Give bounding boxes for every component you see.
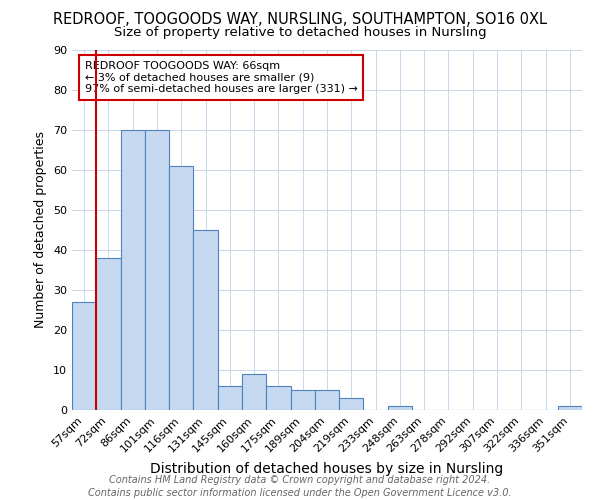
Bar	[145, 130, 169, 410]
Bar	[218, 386, 242, 410]
Y-axis label: Number of detached properties: Number of detached properties	[34, 132, 47, 328]
Bar	[121, 130, 145, 410]
Bar	[315, 390, 339, 410]
Bar	[339, 398, 364, 410]
Bar	[558, 406, 582, 410]
Text: Size of property relative to detached houses in Nursling: Size of property relative to detached ho…	[113, 26, 487, 39]
Bar	[169, 166, 193, 410]
Bar	[290, 390, 315, 410]
Bar	[193, 230, 218, 410]
Text: Contains HM Land Registry data © Crown copyright and database right 2024.: Contains HM Land Registry data © Crown c…	[109, 475, 491, 485]
X-axis label: Distribution of detached houses by size in Nursling: Distribution of detached houses by size …	[151, 462, 503, 476]
Text: Contains public sector information licensed under the Open Government Licence v3: Contains public sector information licen…	[88, 488, 512, 498]
Text: REDROOF TOOGOODS WAY: 66sqm
← 3% of detached houses are smaller (9)
97% of semi-: REDROOF TOOGOODS WAY: 66sqm ← 3% of deta…	[85, 61, 358, 94]
Text: REDROOF, TOOGOODS WAY, NURSLING, SOUTHAMPTON, SO16 0XL: REDROOF, TOOGOODS WAY, NURSLING, SOUTHAM…	[53, 12, 547, 28]
Bar	[266, 386, 290, 410]
Bar	[242, 374, 266, 410]
Bar	[72, 302, 96, 410]
Bar	[388, 406, 412, 410]
Bar	[96, 258, 121, 410]
